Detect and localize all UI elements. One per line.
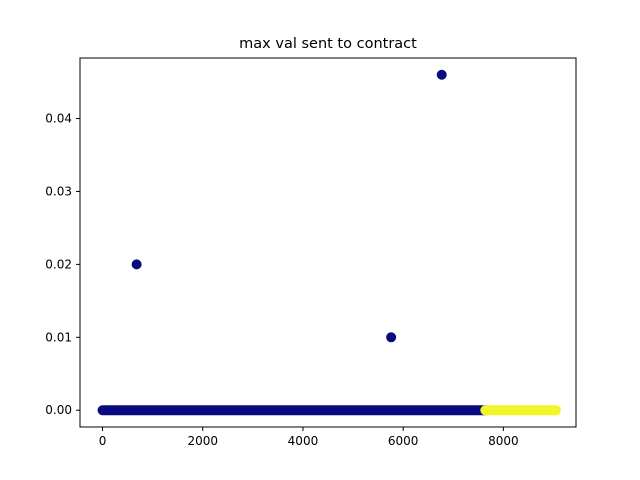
- y-tick-label: 0.04: [45, 112, 72, 126]
- plot-marks: [97, 69, 561, 416]
- y-tick-label: 0.02: [45, 257, 72, 271]
- y-tick-label: 0.00: [45, 403, 72, 417]
- x-tick-label: 6000: [388, 434, 419, 448]
- chart-title: max val sent to contract: [239, 36, 417, 52]
- y-tick-label: 0.03: [45, 184, 72, 198]
- x-tick-label: 0: [99, 434, 107, 448]
- x-axis: 0 2000 4000 6000 8000: [99, 427, 519, 448]
- x-tick-label: 2000: [187, 434, 218, 448]
- data-point-0-2: [436, 69, 447, 80]
- y-tick-label: 0.01: [45, 330, 72, 344]
- x-tick-label: 8000: [488, 434, 519, 448]
- x-tick-label: 4000: [288, 434, 319, 448]
- data-point-0-1: [386, 332, 397, 343]
- y-axis: 0.00 0.01 0.02 0.03 0.04: [45, 112, 80, 417]
- plot-frame: [79, 57, 577, 428]
- data-point-0-0: [131, 259, 142, 270]
